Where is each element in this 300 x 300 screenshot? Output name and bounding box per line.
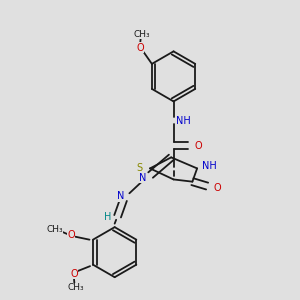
- Text: CH₃: CH₃: [46, 225, 63, 234]
- Text: O: O: [195, 141, 203, 151]
- Text: NH: NH: [202, 161, 217, 171]
- Text: S: S: [136, 164, 143, 173]
- Text: N: N: [139, 173, 146, 183]
- Text: O: O: [70, 268, 78, 278]
- Text: O: O: [136, 43, 144, 53]
- Text: NH: NH: [176, 116, 191, 126]
- Text: H: H: [104, 212, 112, 222]
- Text: O: O: [67, 230, 75, 240]
- Text: CH₃: CH₃: [133, 30, 150, 39]
- Text: CH₃: CH₃: [67, 283, 84, 292]
- Text: N: N: [118, 191, 125, 201]
- Text: O: O: [214, 182, 221, 193]
